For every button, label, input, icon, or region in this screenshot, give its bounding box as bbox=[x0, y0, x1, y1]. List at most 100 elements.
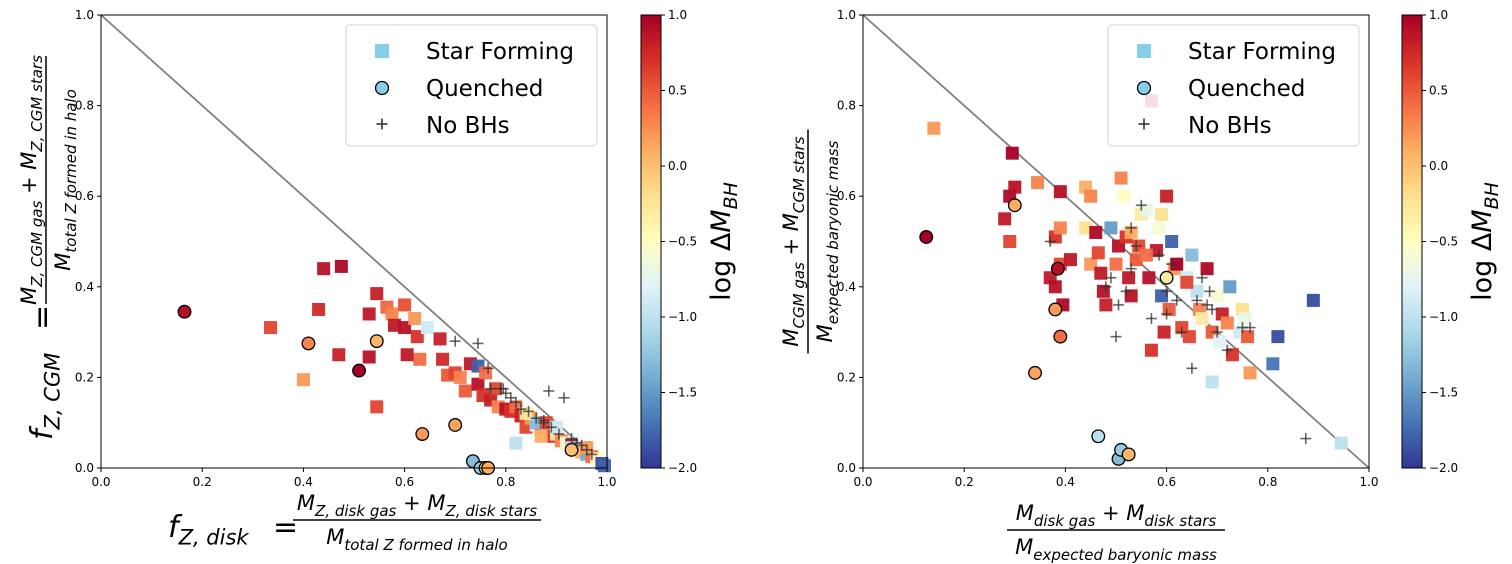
colorbar-gradient-bar bbox=[1401, 14, 1423, 469]
star-forming-point bbox=[1005, 146, 1019, 160]
star-forming-point bbox=[597, 459, 611, 473]
x-label-num-a_sub: disk gas bbox=[1034, 512, 1096, 530]
star-forming-point bbox=[1205, 375, 1219, 389]
star-forming-point bbox=[1099, 298, 1113, 312]
no-bh-point bbox=[1221, 344, 1233, 356]
star-forming-point bbox=[453, 370, 467, 384]
no-bh-point bbox=[530, 412, 542, 424]
no-bh-point bbox=[1125, 222, 1137, 234]
no-bh-point bbox=[515, 403, 527, 415]
colorbar-label-base: log Δ bbox=[706, 232, 737, 301]
quenched-point bbox=[415, 427, 430, 441]
star-forming-point bbox=[400, 348, 414, 362]
y-tick-label: 0.0 bbox=[837, 461, 856, 475]
star-forming-point bbox=[385, 307, 399, 321]
colorbar-label: log ΔMBH bbox=[706, 182, 742, 301]
series-no-bhs bbox=[1044, 199, 1312, 445]
star-forming-point bbox=[1180, 275, 1194, 289]
legend-entry: Star Forming bbox=[1188, 39, 1336, 65]
x-tick-label: 0.0 bbox=[853, 475, 872, 489]
quenched-point bbox=[919, 230, 934, 244]
quenched-point bbox=[369, 334, 384, 349]
no-bh-point bbox=[505, 392, 517, 404]
star-forming-point bbox=[370, 400, 384, 414]
star-forming-point bbox=[410, 330, 424, 344]
x-label-den: M bbox=[326, 525, 344, 549]
no-bh-point bbox=[576, 439, 588, 451]
no-bh-point bbox=[1153, 249, 1165, 261]
star-forming-point bbox=[998, 212, 1012, 226]
colorbar-tick-label: −0.5 bbox=[1429, 235, 1458, 249]
star-forming-point bbox=[1200, 262, 1214, 276]
legend: Star Forming Quenched No BHs bbox=[1107, 24, 1360, 147]
star-forming-point bbox=[1008, 180, 1022, 194]
no-bh-point bbox=[523, 405, 535, 417]
y-label-den-sub: expected baryonic mass bbox=[824, 140, 842, 324]
x-tick-label: 1.0 bbox=[597, 475, 616, 489]
y-tick-label: 0.8 bbox=[75, 99, 94, 113]
y-axis-label: fZ, CGM=MZ, CGM gas + MZ, CGM starsMtota… bbox=[17, 55, 80, 440]
x-label-lhs-sub: Z, disk bbox=[178, 525, 250, 549]
y-label-den: M bbox=[813, 324, 837, 342]
y-label-denominator: Mtotal Z formed in halo bbox=[51, 89, 80, 270]
y-tick-label: 0.6 bbox=[75, 189, 94, 203]
legend-no-bhs-marker bbox=[376, 118, 388, 130]
y-label-num-a_sub: Z, CGM gas bbox=[28, 200, 46, 287]
series-star-forming bbox=[927, 94, 1348, 450]
star-forming-point bbox=[398, 321, 412, 335]
star-forming-point bbox=[1195, 312, 1209, 326]
legend-star-forming-marker bbox=[375, 44, 389, 58]
no-bh-point bbox=[1204, 285, 1216, 297]
star-forming-point bbox=[1210, 289, 1224, 303]
no-bh-point bbox=[472, 337, 484, 349]
colorbar-tick-label: 0.0 bbox=[1429, 159, 1448, 173]
x-label-plus: + bbox=[1095, 501, 1126, 525]
star-forming-point bbox=[370, 287, 384, 301]
star-forming-point bbox=[1334, 436, 1348, 450]
y-label-numerator: MCGM gas + MCGM stars bbox=[779, 136, 808, 346]
x-label-num-a_sub: Z, disk gas bbox=[314, 502, 396, 520]
y-label-numerator: MZ, CGM gas + MZ, CGM stars bbox=[17, 55, 46, 305]
quenched-point bbox=[1048, 302, 1063, 317]
legend-quenched-marker bbox=[1136, 80, 1152, 96]
colorbar-tick-label: 1.0 bbox=[1429, 8, 1448, 22]
x-label-denominator: Mtotal Z formed in halo bbox=[326, 525, 507, 554]
y-label-equals: = bbox=[25, 305, 60, 330]
x-label-lhs: fZ, disk bbox=[168, 510, 249, 549]
star-forming-point bbox=[458, 384, 472, 398]
colorbar-tick-label: −1.0 bbox=[1429, 310, 1458, 324]
legend-quenched-marker bbox=[374, 80, 390, 96]
legend: Star Forming Quenched No BHs bbox=[345, 24, 598, 147]
legend-star-forming-marker bbox=[1137, 44, 1151, 58]
quenched-point bbox=[352, 363, 367, 378]
quenched-point bbox=[448, 418, 463, 432]
star-forming-point bbox=[1079, 221, 1093, 235]
colorbar-tick-label: 0.0 bbox=[668, 159, 687, 173]
x-label-num-a: M bbox=[297, 491, 315, 515]
star-forming-point bbox=[433, 332, 447, 346]
y-label-plus: + bbox=[779, 231, 803, 262]
legend-entry: Quenched bbox=[1188, 76, 1305, 102]
colorbar: 1.0 0.5 0.0 −0.5 −1.0 −1.5 −2.0 log ΔMBH bbox=[640, 8, 742, 475]
star-forming-point bbox=[1094, 266, 1108, 280]
star-forming-point bbox=[436, 352, 450, 366]
star-forming-point bbox=[1003, 235, 1017, 248]
star-forming-point bbox=[1124, 289, 1138, 303]
star-forming-point bbox=[1089, 225, 1103, 239]
star-forming-point bbox=[1084, 189, 1098, 203]
no-bh-point bbox=[571, 437, 583, 449]
y-label-denominator: Mexpected baryonic mass bbox=[813, 140, 842, 342]
x-label-denominator: Mexpected baryonic mass bbox=[1015, 535, 1217, 564]
star-forming-point bbox=[1152, 221, 1166, 235]
star-forming-point bbox=[1190, 284, 1204, 298]
no-bh-point bbox=[581, 444, 593, 456]
star-forming-point bbox=[312, 302, 326, 316]
x-tick-label: 0.8 bbox=[1258, 475, 1277, 489]
x-axis-label: fZ, disk =MZ, disk gas + MZ, disk starsMt… bbox=[168, 491, 541, 554]
x-tick-label: 0.2 bbox=[955, 475, 974, 489]
star-forming-point bbox=[334, 259, 348, 273]
star-forming-point bbox=[1048, 280, 1062, 294]
colorbar-label-base: log Δ bbox=[1467, 232, 1498, 301]
